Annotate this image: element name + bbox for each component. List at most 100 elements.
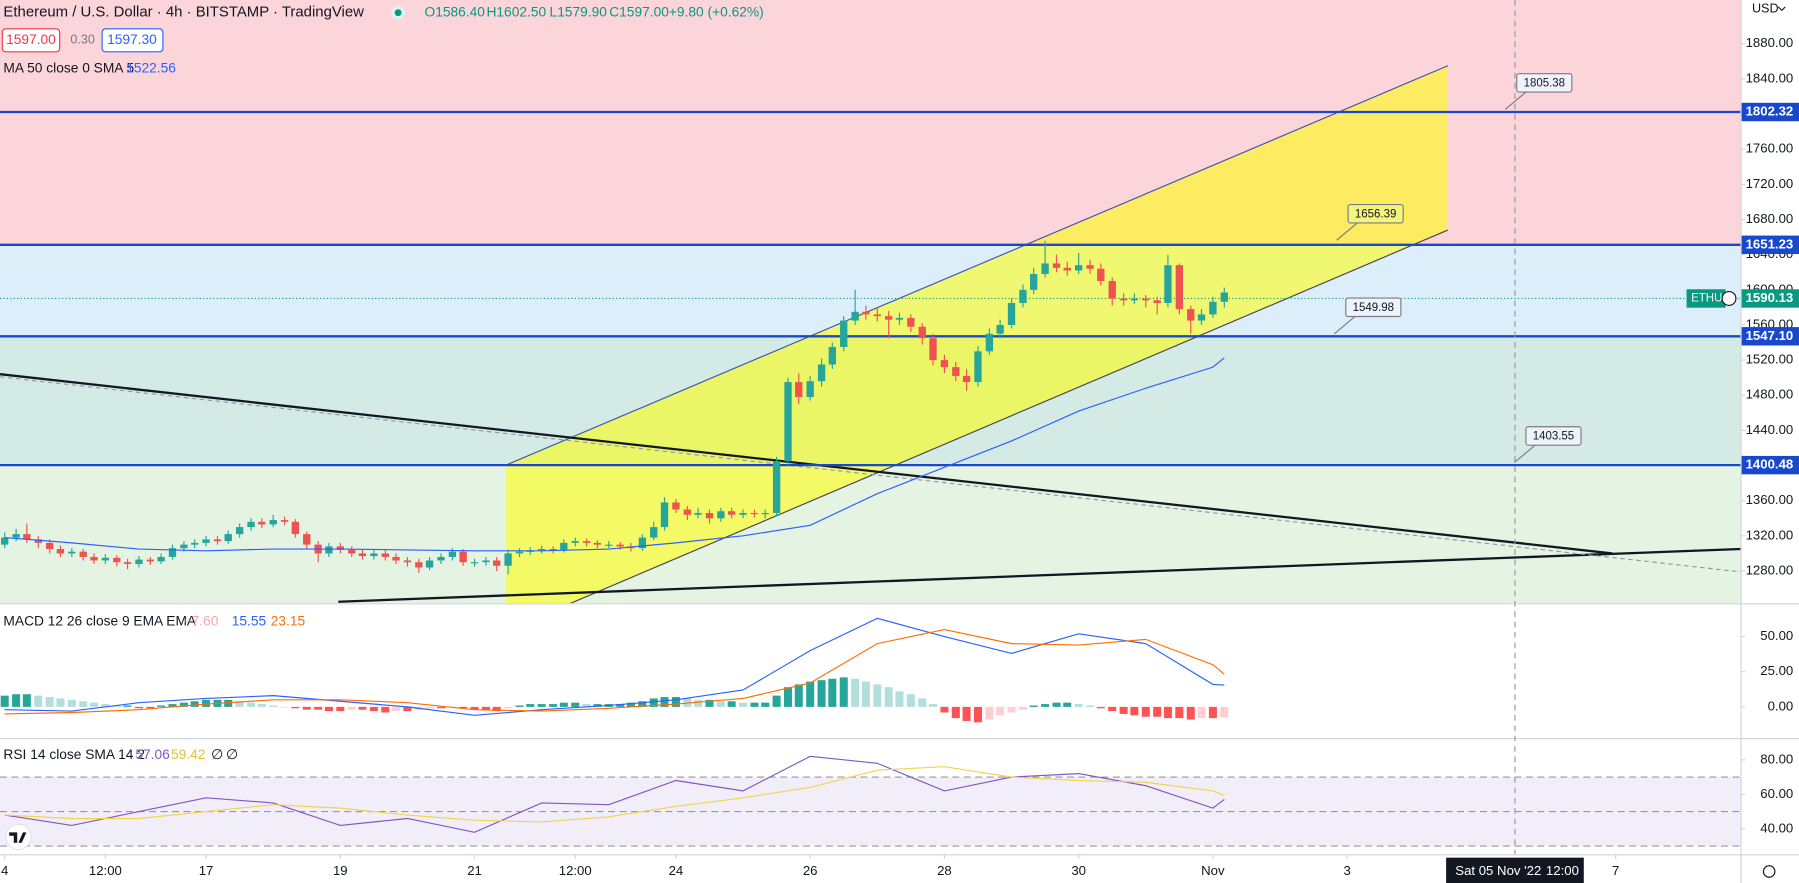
macd-histogram-bar [1074,704,1083,707]
callout-box [1525,426,1582,446]
callout-box [1516,73,1573,93]
candle-body [1153,300,1161,303]
y-tick-label: 60.00 [1760,786,1793,801]
candle-body [549,549,557,551]
x-tick-label: Nov [1201,863,1225,878]
candle-body [605,544,613,546]
macd-histogram-bar [79,701,88,707]
candle-body [235,527,244,535]
add-alert[interactable] [1721,290,1737,306]
y-tick-label: 1680.00 [1746,211,1794,226]
candle-body [974,351,982,383]
candle-body [962,375,971,383]
candle-body [593,542,602,545]
macd-histogram-bar [358,706,367,710]
macd-histogram-bar [1086,705,1095,707]
candle-body [303,534,311,545]
candle-body [370,553,378,557]
channel-upper [505,65,1449,466]
candle-body [851,311,859,321]
candle-body [68,551,76,554]
macd-histogram-bar [247,702,256,707]
settings-icon[interactable] [1762,865,1776,878]
macd-histogram-bar [616,704,625,707]
candle-body [1164,265,1172,303]
candle-body [727,511,736,515]
macd-histogram-bar [1018,706,1027,710]
macd-histogram-bar [146,706,155,709]
macd-histogram-bar [739,702,748,707]
y-tick-label: 1760.00 [1746,141,1794,156]
x-tick-label: 26 [803,863,818,878]
candle-body [918,326,926,339]
bid[interactable]: 1597.00 [6,32,56,47]
y-tick-label: 1520.00 [1746,352,1794,367]
macd-histogram-bar [985,706,994,720]
macd-histogram-bar [582,704,591,707]
macd-histogram-bar [1141,706,1150,717]
macd-histogram-bar [906,694,915,707]
y-tick-label: 40.00 [1760,820,1793,835]
candle-body [650,527,658,538]
macd-histogram-bar [884,687,893,707]
price-pane [0,0,1741,604]
macd-histogram-bar [1096,706,1105,709]
ohlc-close: C1597.00 [609,4,669,19]
macd-line [4,628,1225,715]
macd-histogram-bar [895,691,904,707]
zone [0,465,1741,604]
crosshair-time: 12:00 [1546,863,1579,878]
macd-histogram-bar [660,697,669,707]
macd-histogram-bar [392,706,401,712]
candle-body [952,367,960,376]
macd-histogram-bar [123,705,132,707]
trend-line [0,373,1613,555]
candle-body [1007,302,1016,325]
macd-histogram-bar [851,678,860,707]
trend-line [338,547,1741,603]
candle-body [761,513,769,515]
macd-histogram-bar [559,702,568,707]
spread: 0.30 [70,33,95,47]
rsi-pane [0,755,1741,847]
sell-button[interactable] [1,28,61,53]
candle-body [1108,281,1116,299]
candle-body [1130,298,1139,301]
candle-body [1175,265,1184,310]
buy-button[interactable] [101,28,164,53]
macd-legend-value: 23.15 [271,613,306,628]
candle-body [616,544,624,547]
macd-histogram-bar [481,706,490,710]
logo[interactable] [5,823,32,851]
level-label-bg [1741,235,1799,254]
macd-histogram-bar [694,699,703,707]
macd-histogram-bar [1029,705,1038,707]
candle-body [660,502,669,528]
x-tick-label: 12:00 [89,863,122,878]
macd-histogram-bar [626,702,635,707]
candle-body [996,324,1004,334]
candle-body [224,534,232,542]
currency[interactable]: USD [1752,2,1779,16]
macd-histogram-bar [806,681,815,707]
candle-body [772,461,781,514]
y-tick-label: 1360.00 [1746,492,1794,507]
y-tick-label: 80.00 [1760,751,1793,766]
candle-body [806,381,814,398]
callout-label: 1403.55 [1533,431,1574,443]
level-label: 1802.32 [1746,103,1794,118]
macd-histogram-bar [336,706,345,712]
candle-body [415,562,423,568]
macd-histogram-bar [291,706,300,709]
last-price-symbol: ETHU [1691,292,1722,304]
candle-body [739,513,747,515]
x-tick-label: 30 [1071,863,1086,878]
callout-box [1347,203,1404,224]
candle-body [840,320,848,347]
x-tick-label: 4 [1,863,8,878]
currency-chevron[interactable] [1777,6,1786,12]
ask[interactable]: 1597.30 [107,32,157,47]
macd-histogram-bar [190,701,199,707]
macd-histogram-bar [705,699,714,707]
